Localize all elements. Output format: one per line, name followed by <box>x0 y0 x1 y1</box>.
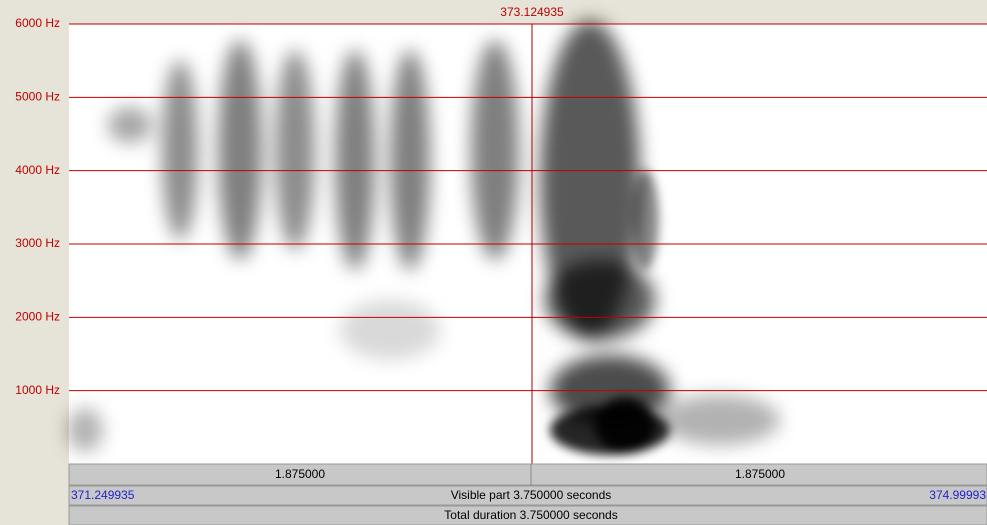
visible-bar[interactable] <box>68 485 987 506</box>
total-bar[interactable] <box>68 505 987 525</box>
left-duration: 1.875000 <box>275 467 325 481</box>
y-tick-label: 5000 Hz <box>15 90 60 104</box>
visible-duration: Visible part 3.750000 seconds <box>451 488 612 502</box>
y-tick-label: 4000 Hz <box>15 163 60 177</box>
spectrogram-image <box>67 20 780 455</box>
total-duration: Total duration 3.750000 seconds <box>444 508 617 522</box>
y-tick-label: 6000 Hz <box>15 16 60 30</box>
right-duration: 1.875000 <box>735 467 785 481</box>
y-tick-label: 1000 Hz <box>15 383 60 397</box>
cursor-time: 373.124935 <box>500 5 564 19</box>
visible-end: 374.99993 <box>929 488 986 502</box>
selection-bar[interactable] <box>68 463 987 486</box>
y-tick-label: 3000 Hz <box>15 236 60 250</box>
frequency-grid: 1000 Hz 2000 Hz 3000 Hz 4000 Hz 5000 Hz 6000 … <box>15 16 987 397</box>
y-tick-label: 2000 Hz <box>15 310 60 324</box>
visible-start: 371.249935 <box>71 488 135 502</box>
